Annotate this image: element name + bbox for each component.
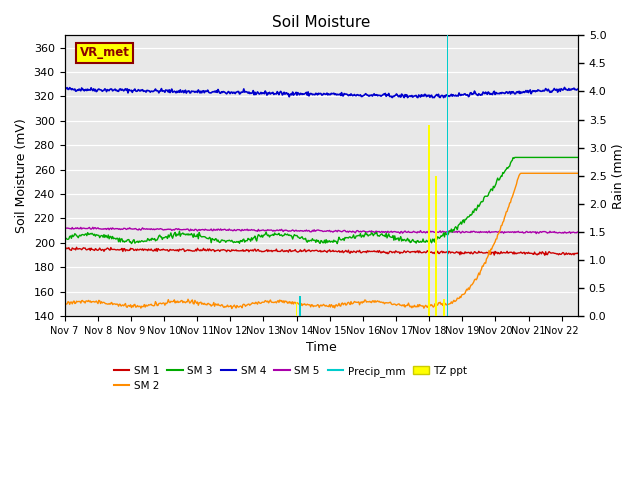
Y-axis label: Rain (mm): Rain (mm) — [612, 143, 625, 208]
Bar — [296, 302, 298, 316]
Bar — [444, 300, 445, 316]
Bar — [435, 176, 436, 316]
X-axis label: Time: Time — [306, 341, 337, 354]
Y-axis label: Soil Moisture (mV): Soil Moisture (mV) — [15, 119, 28, 233]
Bar — [428, 125, 430, 316]
Title: Soil Moisture: Soil Moisture — [272, 15, 371, 30]
Legend: SM 1, SM 2, SM 3, SM 4, SM 5, Precip_mm, TZ ppt: SM 1, SM 2, SM 3, SM 4, SM 5, Precip_mm,… — [109, 361, 472, 395]
Text: VR_met: VR_met — [80, 47, 130, 60]
Bar — [299, 297, 301, 316]
Bar — [447, 36, 448, 316]
